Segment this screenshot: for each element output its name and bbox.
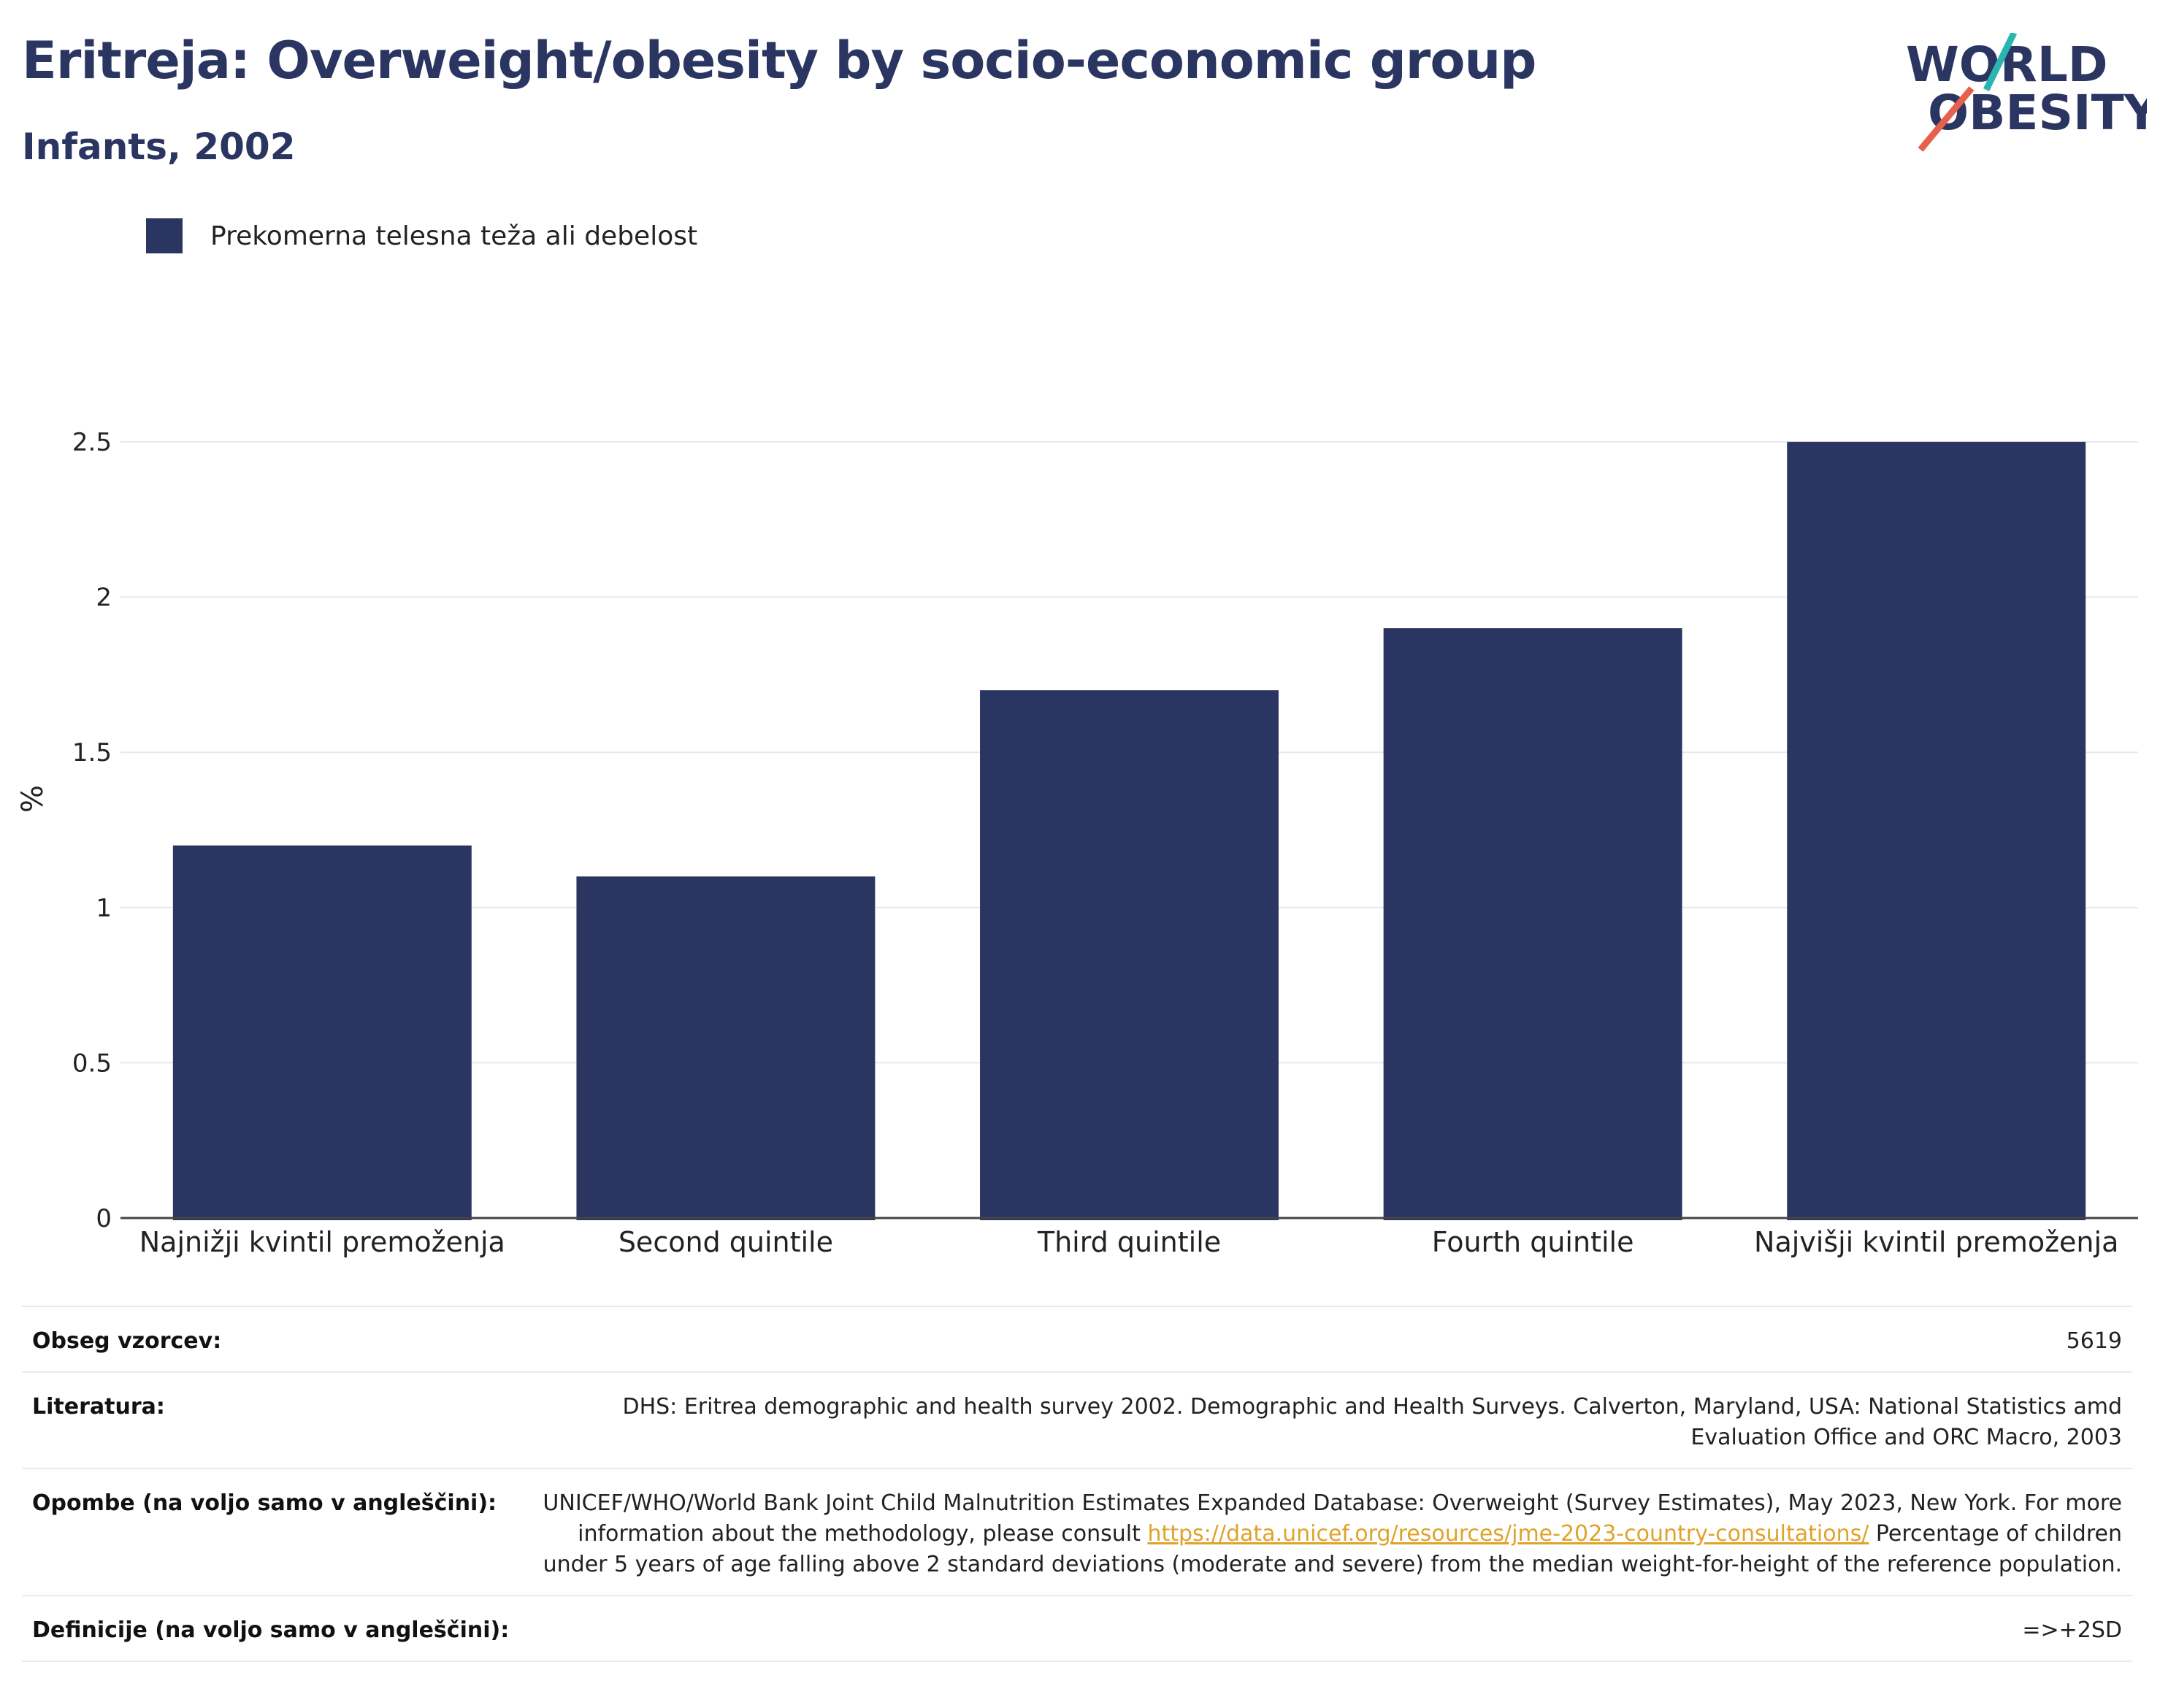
bar-chart: 0 0.5 1 1.5 2 2.5 Najnižji kvintil premoženja… [16,428,2138,1258]
bar[interactable] [172,845,472,1220]
sample-size-value: 5619 [2066,1328,2122,1354]
world-obesity-logo: WORLD OBESITY [1906,33,2147,152]
x-category-label: Fourth quintile [1432,1226,1634,1258]
y-tick-label: 2.5 [72,428,112,457]
notes-label: Opombe (na voljo samo v angleščini): [32,1490,497,1516]
y-tick-labels: 0 0.5 1 1.5 2 2.5 [72,428,112,1233]
sample-size-label: Obseg vzorcev: [32,1328,222,1354]
legend-label: Prekomerna telesna teža ali debelost [210,221,698,251]
y-tick-label: 2 [96,583,112,613]
notes-value: UNICEF/WHO/World Bank Joint Child Malnut… [519,1468,2132,1596]
legend-swatch [146,218,183,253]
notes-text-2: Percentage of children under 5 years of … [543,1521,2122,1577]
definitions-value: =>+2SD [2022,1617,2122,1643]
x-category-label: Third quintile [1037,1226,1221,1258]
bar[interactable] [1787,442,2086,1220]
y-tick-label: 0.5 [72,1049,112,1078]
x-category-label: Najnižji kvintil premoženja [139,1226,505,1258]
info-row-definitions: Definicije (na voljo samo v angleščini):… [22,1596,2132,1661]
literature-label: Literatura: [32,1394,165,1420]
y-tick-label: 1.5 [72,738,112,767]
page-title: Eritreja: Overweight/obesity by socio-ec… [22,31,1536,91]
info-row-notes: Opombe (na voljo samo v angleščini): UNI… [22,1468,2132,1596]
chart-legend[interactable]: Prekomerna telesna teža ali debelost [146,218,697,254]
info-table: Obseg vzorcev: 5619 Literatura: DHS: Eri… [22,1306,2132,1662]
methodology-link[interactable]: https://data.unicef.org/resources/jme-20… [1147,1521,1869,1547]
info-row-sample: Obseg vzorcev: 5619 [22,1306,2132,1372]
x-category-labels: Najnižji kvintil premoženja Second quinti… [139,1226,2119,1258]
y-tick-label: 0 [96,1204,112,1233]
bar[interactable] [1383,628,1682,1220]
x-category-label: Second quintile [618,1226,833,1258]
page-subtitle: Infants, 2002 [22,126,296,168]
y-axis-title: % [16,785,50,813]
info-row-literature: Literatura: DHS: Eritrea demographic and… [22,1372,2132,1468]
logo-slash-teal [1983,33,2018,91]
bars [172,442,2086,1220]
x-category-label: Najvišji kvintil premoženja [1754,1226,2118,1258]
literature-value: DHS: Eritrea demographic and health surv… [622,1394,2122,1450]
y-tick-label: 1 [96,894,112,923]
bar[interactable] [576,876,876,1220]
logo-slash-red [1918,86,1975,152]
bar[interactable] [980,690,1279,1220]
notes-text-1: UNICEF/WHO/World Bank Joint Child Malnut… [543,1490,2122,1547]
definitions-label: Definicije (na voljo samo v angleščini): [32,1617,510,1643]
